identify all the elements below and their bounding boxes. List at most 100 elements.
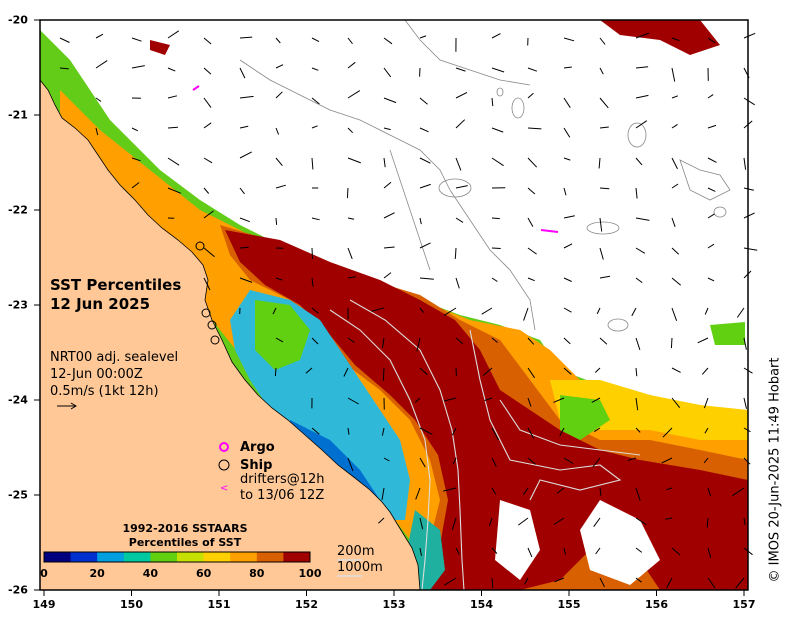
- current-vector: [239, 151, 252, 159]
- current-vector: [311, 217, 320, 221]
- current-vector: [707, 487, 712, 497]
- current-vector: [599, 487, 602, 496]
- current-vector: [631, 307, 637, 317]
- current-vector: [347, 90, 361, 99]
- current-vector: [666, 577, 673, 589]
- current-vector: [671, 367, 681, 373]
- lon-tick-label: 157: [732, 598, 756, 611]
- current-vector: [671, 95, 679, 99]
- current-vector: [594, 427, 601, 433]
- current-vector: [594, 367, 601, 373]
- current-vector: [707, 577, 716, 589]
- lon-tick-label: 155: [557, 598, 581, 611]
- current-vector: [59, 37, 70, 43]
- current-vector: [95, 33, 104, 39]
- current-vector: [491, 217, 500, 220]
- current-vector: [518, 517, 529, 526]
- current-vector: [491, 67, 505, 73]
- lat-tick-label: -24: [8, 393, 28, 407]
- currents-scale: 0.5m/s (1kt 12h): [50, 384, 159, 399]
- colorbar-swatch: [177, 552, 205, 562]
- current-vector: [635, 66, 649, 69]
- current-vector: [167, 126, 178, 129]
- current-vector: [275, 127, 280, 135]
- colorbar-swatch: [150, 552, 178, 562]
- current-vector: [383, 97, 397, 104]
- argo-marker: [219, 442, 229, 452]
- current-vector: [635, 367, 638, 377]
- current-vector: [491, 97, 494, 107]
- reef-outlines: [239, 20, 731, 332]
- current-vector: [347, 157, 361, 164]
- scale-arrow-head: [70, 402, 77, 410]
- current-vector: [272, 307, 277, 315]
- current-vector: [635, 487, 641, 501]
- colorbar-title-1: 1992-2016 SSTAARS: [122, 522, 248, 535]
- current-vector: [661, 457, 673, 464]
- current-vector: [671, 217, 676, 227]
- current-vector: [347, 127, 354, 134]
- current-vector: [455, 277, 460, 289]
- current-vector: [671, 183, 679, 189]
- current-vector: [416, 337, 421, 352]
- current-vector: [419, 367, 428, 376]
- lon-tick-label: 154: [470, 598, 493, 611]
- current-vector: [707, 94, 714, 99]
- current-vector: [598, 157, 601, 169]
- current-vector: [599, 275, 611, 279]
- sst-north-fleck: [150, 40, 170, 55]
- current-vector: [670, 337, 673, 349]
- current-vector: [523, 307, 529, 321]
- current-vector: [275, 217, 278, 225]
- current-vector: [167, 67, 176, 72]
- current-vector: [671, 307, 678, 321]
- current-vector: [707, 547, 712, 558]
- current-vector: [491, 457, 497, 468]
- current-vector: [455, 119, 466, 129]
- drifter-tracks: [192, 85, 559, 233]
- current-vector: [671, 37, 680, 42]
- current-vector: [527, 67, 538, 72]
- current-vector: [491, 487, 497, 495]
- current-vector: [704, 427, 709, 434]
- current-vector: [635, 120, 648, 129]
- current-vector: [275, 337, 284, 343]
- current-vector: [707, 157, 717, 163]
- current-vector: [592, 457, 601, 468]
- current-vector: [599, 126, 609, 129]
- current-vector: [131, 37, 142, 42]
- current-vector: [527, 427, 535, 439]
- current-vector: [665, 517, 673, 520]
- current-vector: [275, 184, 286, 189]
- current-vector: [635, 32, 650, 39]
- current-vector: [491, 247, 501, 249]
- current-vector: [735, 577, 745, 589]
- current-vector: [311, 427, 320, 435]
- current-vector: [275, 157, 283, 167]
- current-vector: [455, 185, 468, 189]
- current-vector: [635, 94, 649, 99]
- current-vector: [563, 243, 573, 249]
- lon-tick-label: 150: [120, 598, 143, 611]
- current-vector: [347, 427, 350, 435]
- colorbar-tick-label: 80: [249, 567, 265, 580]
- current-vector: [563, 66, 572, 69]
- colorbar-swatch: [70, 552, 98, 562]
- current-vector: [167, 187, 182, 194]
- sst-extreme-region: [225, 230, 748, 590]
- current-vector: [563, 277, 572, 282]
- current-vector: [554, 577, 565, 583]
- australia-coastline: [40, 79, 421, 590]
- current-vector: [596, 307, 601, 315]
- current-vector: [635, 397, 639, 411]
- drifters-label-2: to 13/06 12Z: [240, 488, 325, 503]
- current-vector: [347, 247, 353, 260]
- current-vector: [527, 157, 538, 168]
- current-vector: [203, 97, 212, 108]
- current-vector: [527, 92, 534, 99]
- colorbar-swatch: [44, 552, 72, 562]
- current-vector: [203, 277, 211, 291]
- current-vector: [671, 277, 682, 286]
- current-vector: [455, 217, 464, 223]
